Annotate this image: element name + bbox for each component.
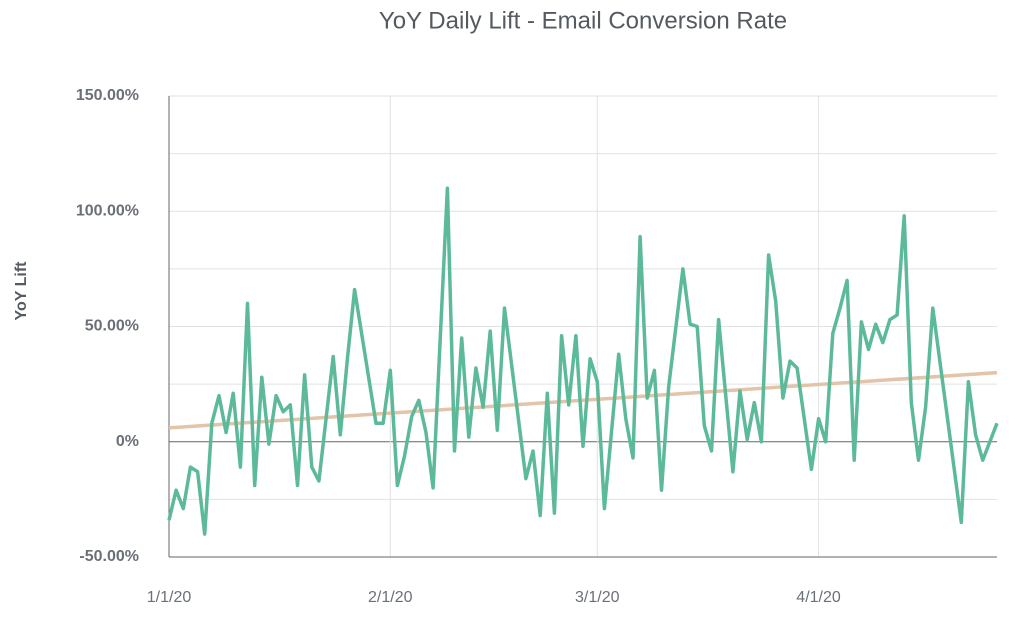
- y-tick-label: 150.00%: [76, 87, 139, 104]
- chart-title: YoY Daily Lift - Email Conversion Rate: [379, 7, 787, 34]
- y-axis-label: YoY Lift: [13, 261, 30, 321]
- x-tick-label: 3/1/20: [575, 589, 620, 606]
- x-tick-label: 2/1/20: [368, 589, 413, 606]
- y-tick-label: 0%: [116, 433, 139, 450]
- y-tick-label: 50.00%: [85, 318, 139, 335]
- data-line: [167, 186, 999, 536]
- x-tick-label: 4/1/20: [796, 589, 841, 606]
- x-tick-label: 1/1/20: [147, 589, 192, 606]
- y-tick-label: -50.00%: [79, 548, 139, 565]
- y-tick-label: 100.00%: [76, 202, 139, 219]
